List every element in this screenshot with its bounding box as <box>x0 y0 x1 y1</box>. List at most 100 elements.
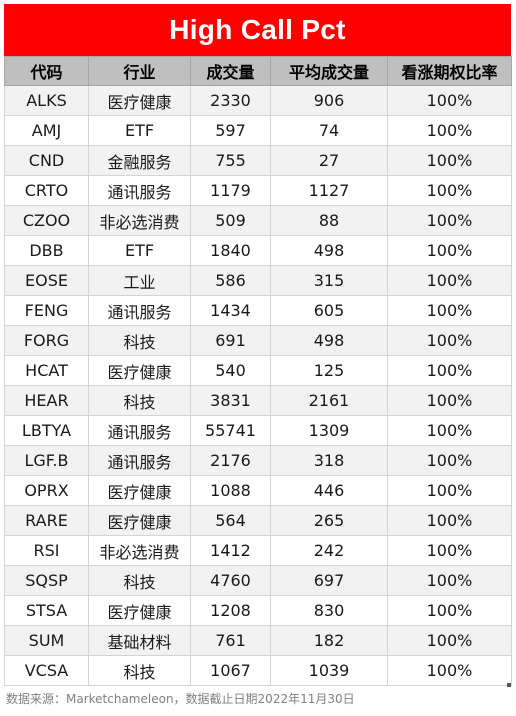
cell-industry[interactable]: 科技 <box>88 325 191 356</box>
cell-ticker[interactable]: ALKS <box>4 85 89 116</box>
cell-industry[interactable]: 通讯服务 <box>88 175 191 206</box>
cell-ticker[interactable]: OPRX <box>4 475 89 506</box>
cell-industry[interactable]: 通讯服务 <box>88 445 191 476</box>
cell-avg-volume[interactable]: 1039 <box>270 655 388 686</box>
cell-ticker[interactable]: CRTO <box>4 175 89 206</box>
cell-avg-volume[interactable]: 697 <box>270 565 388 596</box>
cell-ticker[interactable]: FORG <box>4 325 89 356</box>
cell-ticker[interactable]: HCAT <box>4 355 89 386</box>
cell-ticker[interactable]: SUM <box>4 625 89 656</box>
column-header-ticker[interactable]: 代码 <box>4 56 89 86</box>
cell-avg-volume[interactable]: 242 <box>270 535 388 566</box>
cell-volume[interactable]: 1434 <box>190 295 271 326</box>
cell-call-ratio[interactable]: 100% <box>387 235 512 266</box>
fill-handle[interactable] <box>507 683 511 687</box>
cell-industry[interactable]: ETF <box>88 115 191 146</box>
cell-industry[interactable]: ETF <box>88 235 191 266</box>
cell-volume[interactable]: 761 <box>190 625 271 656</box>
column-header-call-ratio[interactable]: 看涨期权比率 <box>387 56 512 86</box>
cell-call-ratio[interactable]: 100% <box>387 175 512 206</box>
cell-call-ratio[interactable]: 100% <box>387 565 512 596</box>
cell-ticker[interactable]: VCSA <box>4 655 89 686</box>
cell-volume[interactable]: 564 <box>190 505 271 536</box>
cell-call-ratio[interactable]: 100% <box>387 295 512 326</box>
cell-volume[interactable]: 55741 <box>190 415 271 446</box>
cell-avg-volume[interactable]: 498 <box>270 235 388 266</box>
cell-industry[interactable]: 工业 <box>88 265 191 296</box>
cell-avg-volume[interactable]: 1127 <box>270 175 388 206</box>
cell-avg-volume[interactable]: 906 <box>270 85 388 116</box>
cell-ticker[interactable]: LBTYA <box>4 415 89 446</box>
cell-avg-volume[interactable]: 265 <box>270 505 388 536</box>
cell-volume[interactable]: 2176 <box>190 445 271 476</box>
cell-industry[interactable]: 医疗健康 <box>88 595 191 626</box>
cell-call-ratio[interactable]: 100% <box>387 655 512 686</box>
cell-call-ratio[interactable]: 100% <box>387 415 512 446</box>
cell-volume[interactable]: 1208 <box>190 595 271 626</box>
cell-avg-volume[interactable]: 88 <box>270 205 388 236</box>
cell-avg-volume[interactable]: 125 <box>270 355 388 386</box>
column-header-industry[interactable]: 行业 <box>88 56 191 86</box>
cell-industry[interactable]: 非必选消费 <box>88 205 191 236</box>
cell-call-ratio[interactable]: 100% <box>387 385 512 416</box>
cell-avg-volume[interactable]: 830 <box>270 595 388 626</box>
cell-volume[interactable]: 509 <box>190 205 271 236</box>
cell-volume[interactable]: 540 <box>190 355 271 386</box>
cell-call-ratio[interactable]: 100% <box>387 205 512 236</box>
cell-call-ratio[interactable]: 100% <box>387 115 512 146</box>
cell-call-ratio[interactable]: 100% <box>387 445 512 476</box>
cell-avg-volume[interactable]: 318 <box>270 445 388 476</box>
cell-call-ratio[interactable]: 100% <box>387 265 512 296</box>
cell-avg-volume[interactable]: 315 <box>270 265 388 296</box>
cell-volume[interactable]: 4760 <box>190 565 271 596</box>
cell-volume[interactable]: 597 <box>190 115 271 146</box>
cell-industry[interactable]: 医疗健康 <box>88 475 191 506</box>
cell-industry[interactable]: 通讯服务 <box>88 295 191 326</box>
cell-ticker[interactable]: SQSP <box>4 565 89 596</box>
cell-volume[interactable]: 1088 <box>190 475 271 506</box>
cell-avg-volume[interactable]: 74 <box>270 115 388 146</box>
cell-call-ratio[interactable]: 100% <box>387 325 512 356</box>
cell-volume[interactable]: 1179 <box>190 175 271 206</box>
cell-industry[interactable]: 医疗健康 <box>88 355 191 386</box>
cell-industry[interactable]: 科技 <box>88 385 191 416</box>
cell-ticker[interactable]: RARE <box>4 505 89 536</box>
cell-volume[interactable]: 1067 <box>190 655 271 686</box>
cell-industry[interactable]: 基础材料 <box>88 625 191 656</box>
cell-industry[interactable]: 非必选消费 <box>88 535 191 566</box>
cell-avg-volume[interactable]: 446 <box>270 475 388 506</box>
cell-avg-volume[interactable]: 498 <box>270 325 388 356</box>
cell-industry[interactable]: 科技 <box>88 655 191 686</box>
cell-ticker[interactable]: AMJ <box>4 115 89 146</box>
cell-avg-volume[interactable]: 1309 <box>270 415 388 446</box>
column-header-volume[interactable]: 成交量 <box>190 56 271 86</box>
cell-call-ratio[interactable]: 100% <box>387 145 512 176</box>
cell-avg-volume[interactable]: 27 <box>270 145 388 176</box>
cell-call-ratio[interactable]: 100% <box>387 505 512 536</box>
cell-call-ratio[interactable]: 100% <box>387 535 512 566</box>
cell-industry[interactable]: 科技 <box>88 565 191 596</box>
cell-ticker[interactable]: LGF.B <box>4 445 89 476</box>
cell-volume[interactable]: 3831 <box>190 385 271 416</box>
cell-industry[interactable]: 医疗健康 <box>88 85 191 116</box>
cell-avg-volume[interactable]: 182 <box>270 625 388 656</box>
cell-ticker[interactable]: STSA <box>4 595 89 626</box>
cell-industry[interactable]: 医疗健康 <box>88 505 191 536</box>
cell-avg-volume[interactable]: 605 <box>270 295 388 326</box>
cell-ticker[interactable]: HEAR <box>4 385 89 416</box>
cell-ticker[interactable]: EOSE <box>4 265 89 296</box>
cell-ticker[interactable]: CND <box>4 145 89 176</box>
cell-call-ratio[interactable]: 100% <box>387 85 512 116</box>
cell-volume[interactable]: 2330 <box>190 85 271 116</box>
cell-volume[interactable]: 1840 <box>190 235 271 266</box>
cell-industry[interactable]: 通讯服务 <box>88 415 191 446</box>
cell-call-ratio[interactable]: 100% <box>387 355 512 386</box>
cell-ticker[interactable]: RSI <box>4 535 89 566</box>
cell-avg-volume[interactable]: 2161 <box>270 385 388 416</box>
column-header-avg-volume[interactable]: 平均成交量 <box>270 56 388 86</box>
cell-call-ratio[interactable]: 100% <box>387 595 512 626</box>
cell-ticker[interactable]: FENG <box>4 295 89 326</box>
cell-volume[interactable]: 586 <box>190 265 271 296</box>
cell-ticker[interactable]: CZOO <box>4 205 89 236</box>
cell-call-ratio[interactable]: 100% <box>387 625 512 656</box>
